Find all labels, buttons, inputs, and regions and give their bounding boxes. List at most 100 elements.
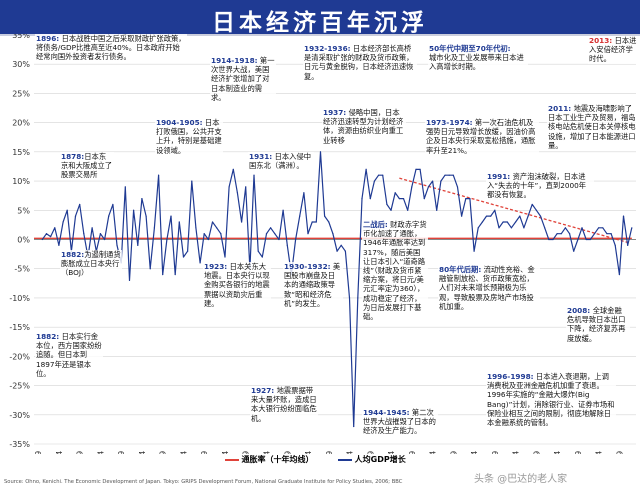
gdp-point	[593, 233, 596, 235]
y-tick-label: -30%	[9, 411, 30, 420]
gdp-point	[315, 221, 317, 223]
annotation-text: 城市化及工业发展带来日本进入高增长时期。	[429, 53, 524, 72]
gdp-point	[627, 244, 629, 246]
y-tick-label: -20%	[9, 352, 30, 361]
x-tick-label: 1969	[449, 451, 458, 454]
gdp-point	[494, 209, 496, 211]
gdp-point	[498, 227, 500, 229]
gdp-point	[66, 209, 68, 211]
annotation-year: 1896:	[36, 34, 60, 43]
gdp-point	[307, 233, 309, 235]
annotation-1932: 1932-1936: 日本经济部长高桥是清采取扩张的财政及货币政策，日元与黄金脱…	[303, 44, 417, 81]
gdp-point	[577, 238, 579, 241]
gdp-point	[519, 215, 521, 217]
annotation-text: 日本打败俄国，公共开支上升，特别是基础建设领域。	[156, 118, 222, 155]
x-tick-label: 1994	[553, 451, 562, 454]
gdp-point	[108, 215, 110, 217]
gdp-point	[556, 233, 558, 235]
annotation-text: 日本东京和大阪成立了股票交易所	[61, 152, 113, 180]
gdp-point	[481, 221, 483, 223]
trend-line	[399, 177, 628, 244]
gdp-point	[452, 174, 454, 176]
gdp-point	[336, 250, 338, 252]
gdp-point	[402, 198, 405, 200]
gdp-point	[415, 168, 417, 170]
y-tick-label: 15%	[12, 148, 30, 157]
gdp-point	[419, 168, 421, 170]
gdp-point	[448, 174, 450, 176]
gdp-point	[473, 250, 475, 252]
gdp-point	[602, 227, 604, 229]
gdp-point	[490, 215, 492, 217]
gdp-point	[618, 273, 620, 276]
annotation-year: 1927:	[251, 386, 275, 395]
gdp-point	[170, 215, 172, 217]
annotation-text: 流动性充裕、金融管制放松、货币政策宽松，人们对未来增长预期极为乐观，导致股票及房…	[439, 265, 535, 311]
gdp-point	[390, 209, 392, 211]
x-tick-label: 1914	[221, 451, 230, 454]
annotation-text: 第一次世界大战，美国经济扩张增加了对日本制造业的需求。	[211, 56, 275, 102]
annotation-1896: 1896: 日本战胜中国之后采取财政扩张政策，将债务/GDP比推高至近40%。日…	[35, 34, 187, 62]
annotation-year: 1931:	[249, 152, 273, 161]
y-tick-label: 10%	[12, 177, 30, 186]
gdp-point	[141, 198, 143, 200]
gdp-point	[236, 192, 239, 194]
gdp-point	[54, 227, 56, 229]
title-banner: 日本经济百年沉浮	[0, 0, 640, 36]
y-tick-label: 0%	[17, 236, 30, 245]
gdp-point	[137, 244, 139, 246]
gdp-point	[506, 221, 508, 223]
gdp-point	[232, 168, 234, 170]
gdp-point	[128, 279, 131, 281]
chart-title: 日本经济百年沉浮	[212, 10, 428, 36]
annotation-year: 二战后:	[363, 220, 388, 229]
y-tick-label: 30%	[12, 60, 30, 69]
gdp-point	[523, 227, 525, 229]
gdp-point	[589, 238, 591, 241]
gdp-point	[220, 233, 222, 235]
gdp-point	[91, 227, 93, 229]
gdp-point	[436, 209, 438, 211]
y-tick-label: 20%	[12, 119, 30, 128]
annotation-80s: 80年代后期: 流动性充裕、金融管制放松、货币政策宽松，人们对未来增长预期极为乐…	[438, 265, 540, 312]
y-tick-label: -10%	[9, 294, 30, 303]
gdp-point	[203, 233, 205, 235]
annotation-year: 1882:	[36, 332, 60, 341]
gdp-point	[311, 221, 313, 223]
gdp-point	[178, 221, 180, 223]
gdp-point	[99, 233, 102, 235]
gdp-point	[440, 180, 442, 182]
x-tick-label: 1949	[366, 451, 375, 454]
gdp-point	[157, 174, 160, 176]
x-tick-label: 1939	[325, 451, 334, 454]
gdp-point	[394, 192, 396, 194]
legend-label-gdp: 人均GDP增长	[354, 455, 406, 464]
gdp-point	[145, 215, 147, 217]
annotation-text: 地震票据带来大量坏账，造成日本大银行纷纷面临危机。	[251, 386, 317, 423]
gdp-point	[199, 262, 201, 264]
gdp-point	[324, 215, 326, 217]
x-tick-label: 1984	[512, 451, 521, 454]
x-tick-label: 1909	[200, 451, 209, 454]
gdp-point	[195, 227, 197, 229]
gdp-point	[79, 203, 81, 206]
gdp-point	[187, 250, 189, 252]
annotation-text: 日本关东大地震。日本央行以现金购买各银行的地震票据以资助灾后重建。	[204, 262, 270, 308]
legend-swatch-gdp	[338, 458, 353, 461]
gdp-point	[427, 186, 430, 188]
gdp-point	[124, 186, 126, 188]
y-tick-label: 25%	[12, 89, 30, 98]
gdp-point	[133, 209, 135, 211]
gdp-point	[270, 227, 272, 229]
gdp-point	[386, 203, 388, 206]
x-tick-label: 1974	[470, 451, 479, 454]
gdp-point	[598, 227, 600, 229]
annotation-text: 日本进入安倍经济学时代。	[589, 36, 637, 64]
y-axis-ticks: 35% 30% 25% 20% 15% 10% 5% 0% -5% -10% -15% -20% -25…	[9, 34, 30, 449]
x-tick-label: 1999	[574, 451, 583, 454]
annotation-year: 1878:	[61, 152, 85, 161]
annotation-1914: 1914-1918: 第一次世界大战，美国经济扩张增加了对日本制造业的需求。	[210, 56, 276, 103]
gdp-point	[253, 174, 255, 176]
annotation-text: 地震及海啸影响了日本工业生产及贸易，福岛核电站危机使日本关停核电设施，增加了日本…	[548, 104, 636, 150]
annotation-2013: 2013: 日本进入安倍经济学时代。	[588, 36, 640, 64]
